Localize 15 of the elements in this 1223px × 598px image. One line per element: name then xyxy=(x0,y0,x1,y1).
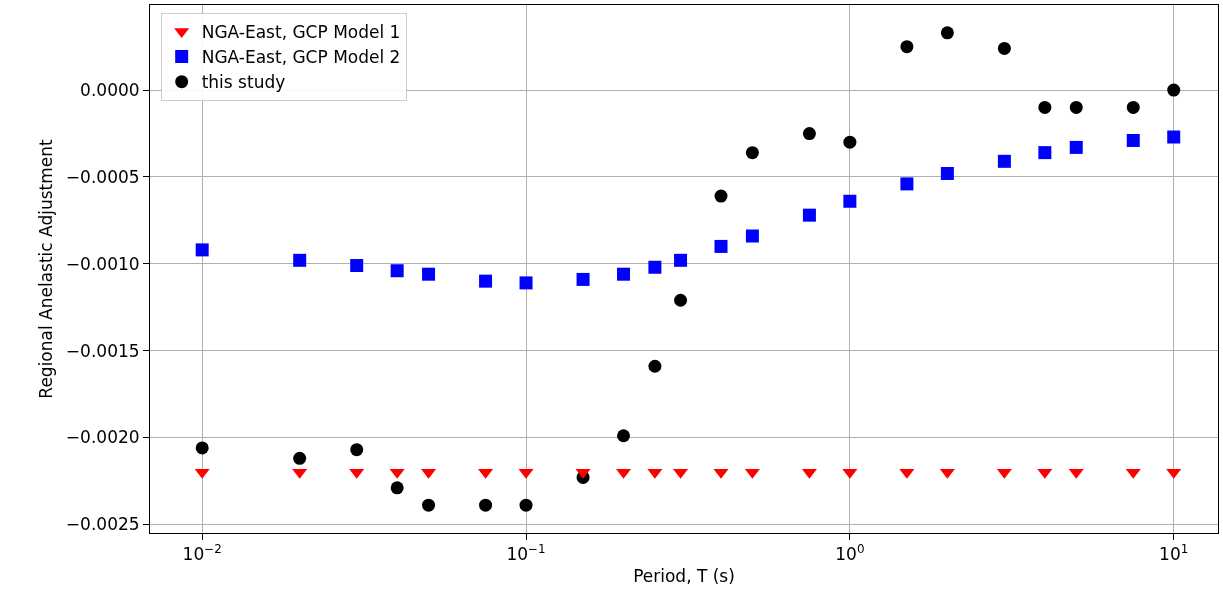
x-tick-label: 10$^{1}$ xyxy=(1159,542,1189,565)
x-tick-label: 10$^{−1}$ xyxy=(506,542,546,565)
y-tick-label: −0.0010 xyxy=(65,253,140,274)
y-tick-label: −0.0005 xyxy=(65,166,140,187)
y-tick-label: −0.0015 xyxy=(65,340,140,361)
x-tick-label: 10$^{−2}$ xyxy=(182,542,222,565)
legend-label: this study xyxy=(201,72,286,93)
x-axis-title: Period, T (s) xyxy=(633,565,735,586)
y-tick-label: −0.0020 xyxy=(65,427,140,448)
y-tick-label: −0.0025 xyxy=(65,514,140,535)
y-tick-label: 0.0000 xyxy=(80,80,140,101)
legend-label: NGA-East, GCP Model 2 xyxy=(201,47,401,68)
y-axis-title: Regional Anelastic Adjustment xyxy=(36,139,57,399)
x-tick-label: 10$^{0}$ xyxy=(835,542,865,565)
legend-label: NGA-East, GCP Model 1 xyxy=(201,22,401,43)
